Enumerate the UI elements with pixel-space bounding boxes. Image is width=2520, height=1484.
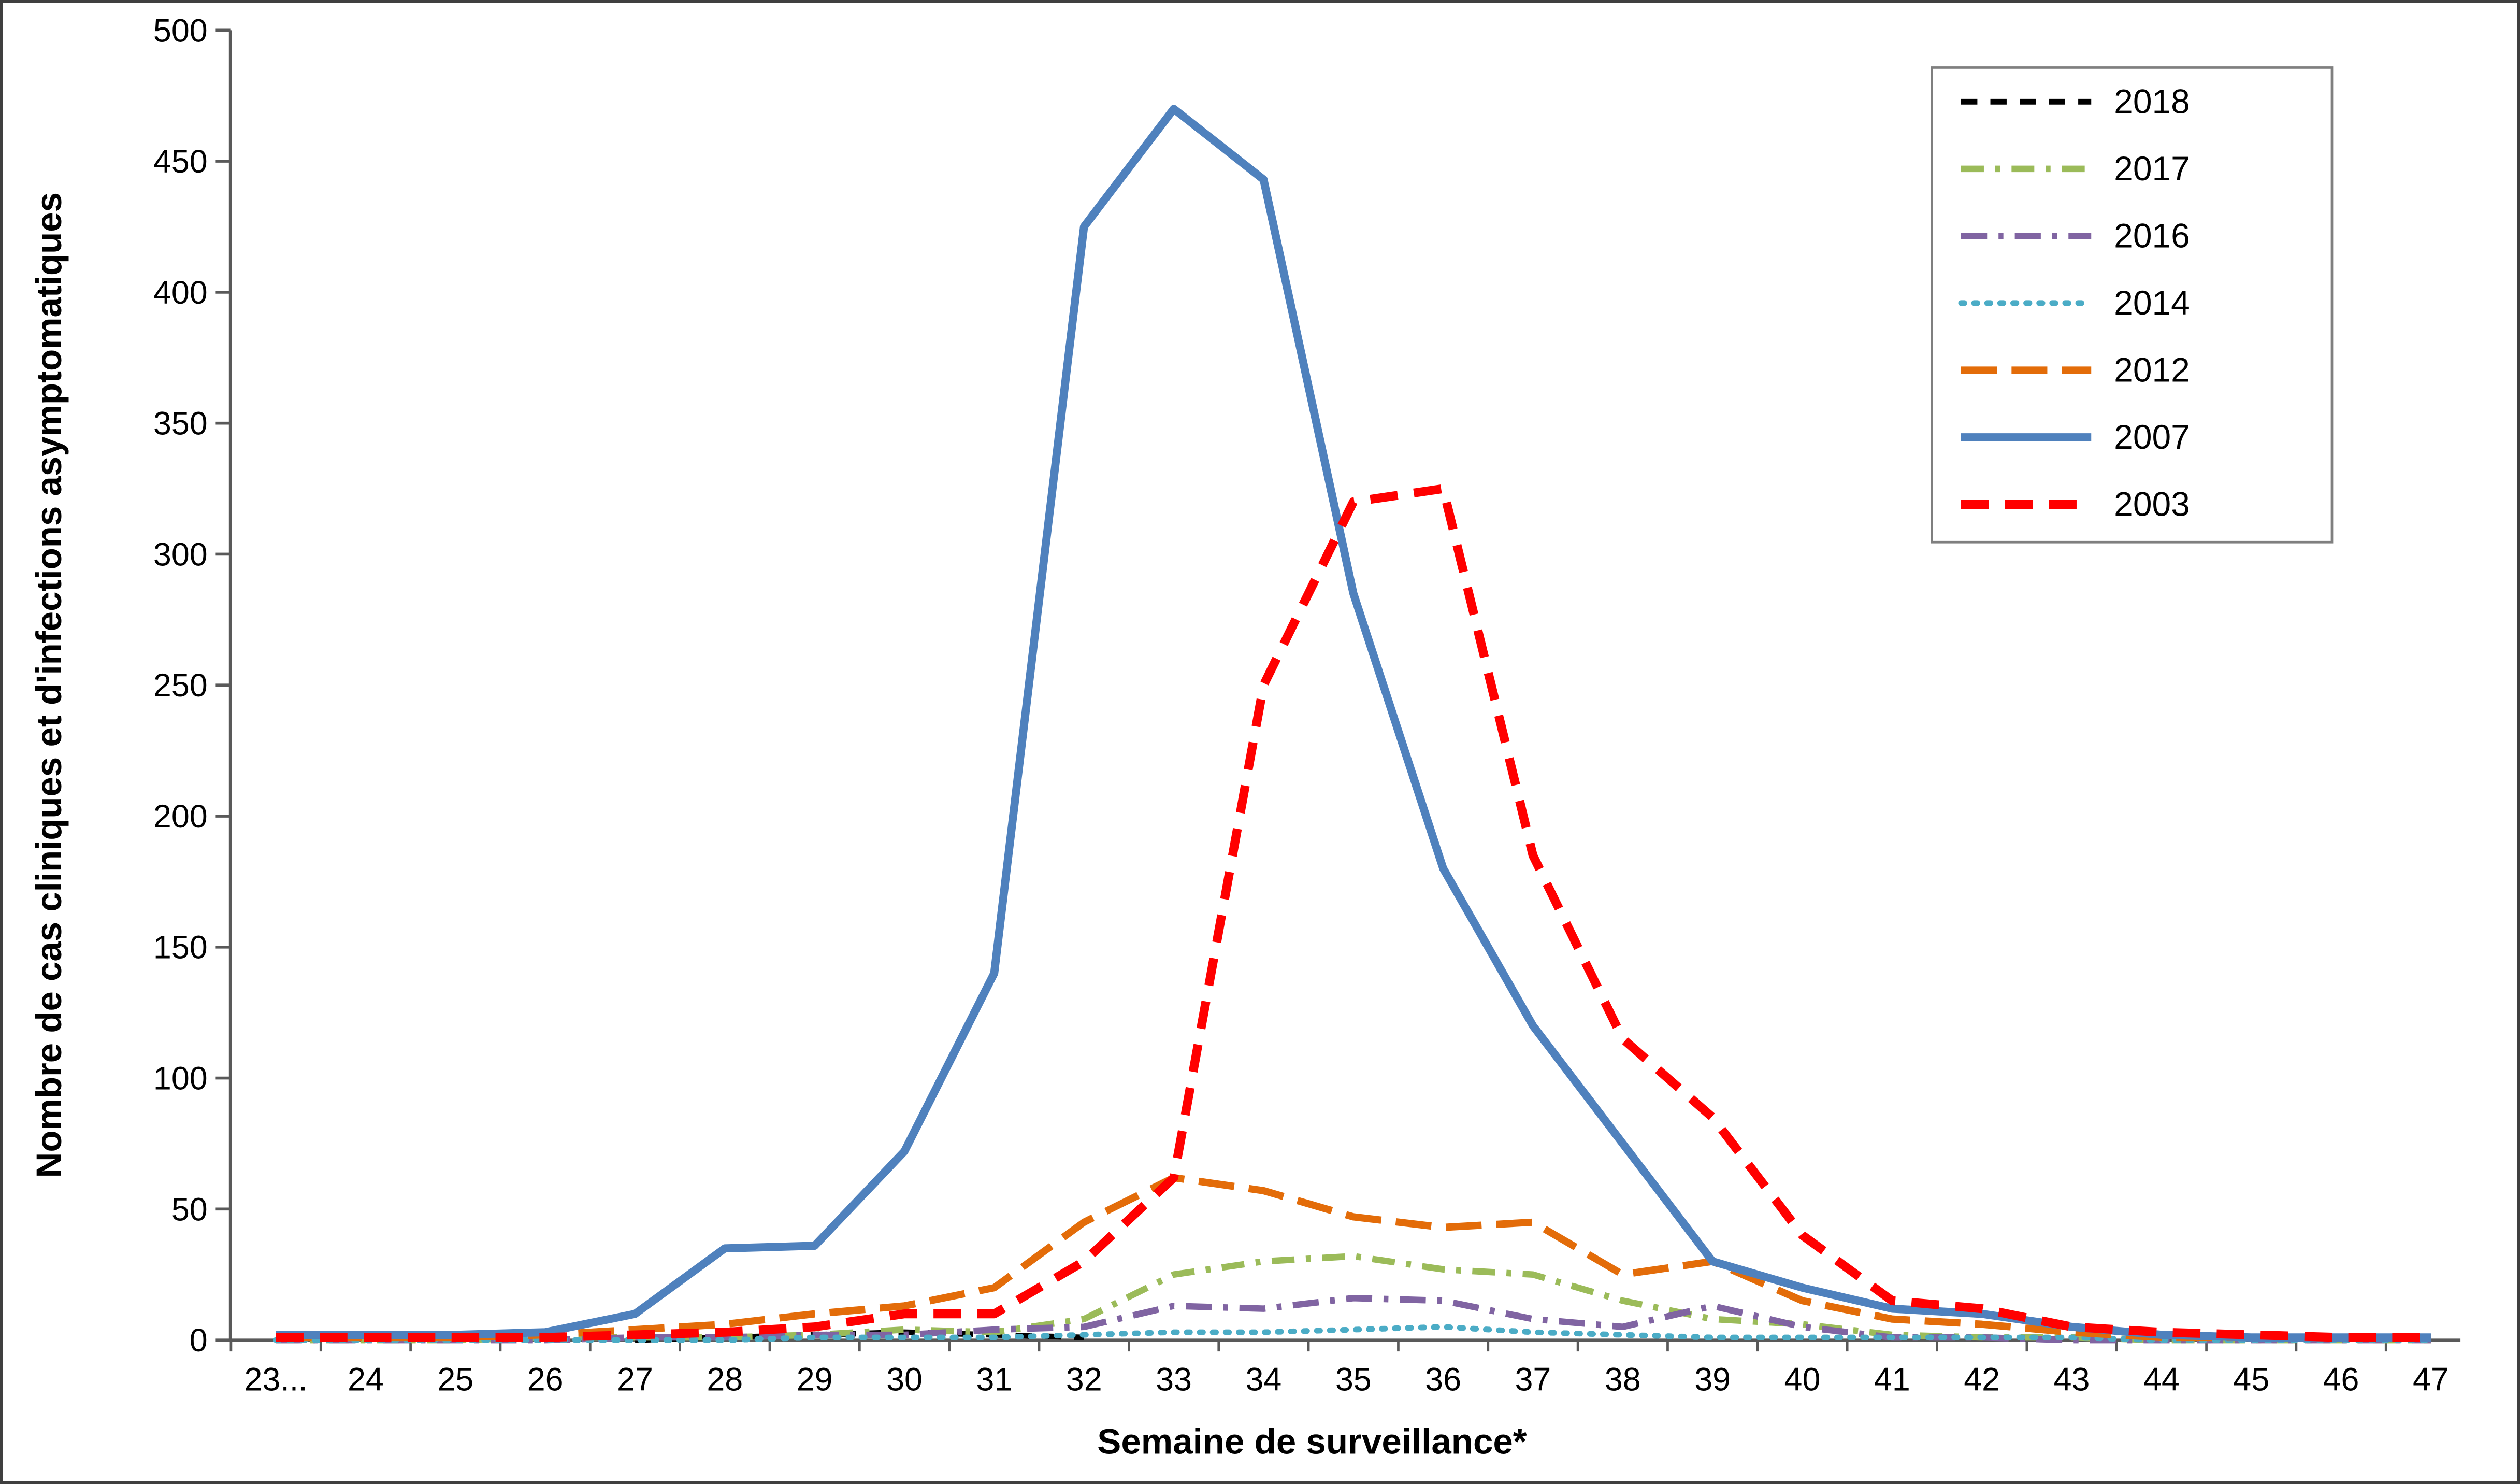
x-tick-label: 33: [1156, 1361, 1192, 1397]
x-tick-label: 38: [1605, 1361, 1641, 1397]
y-tick-label: 450: [153, 144, 208, 180]
x-tick-label: 44: [2143, 1361, 2180, 1397]
legend-label-2007: 2007: [2114, 418, 2190, 456]
y-tick-label: 300: [153, 536, 208, 573]
y-tick-label: 400: [153, 275, 208, 311]
x-tick-label: 23...: [244, 1361, 307, 1397]
y-tick-label: 100: [153, 1061, 208, 1097]
x-tick-label: 26: [527, 1361, 564, 1397]
x-tick-label: 35: [1335, 1361, 1372, 1397]
y-tick-label: 50: [171, 1191, 208, 1228]
x-tick-label: 43: [2054, 1361, 2090, 1397]
legend-label-2018: 2018: [2114, 82, 2190, 120]
series-line-2007: [276, 105, 2431, 1342]
x-tick-label: 42: [1964, 1361, 2000, 1397]
legend-label-2003: 2003: [2114, 484, 2190, 523]
series-lines: [273, 105, 2434, 1344]
x-tick-label: 32: [1066, 1361, 1102, 1397]
x-tick-label: 36: [1425, 1361, 1461, 1397]
series-line-2014: [273, 1324, 2434, 1343]
legend-label-2014: 2014: [2114, 283, 2190, 322]
x-tick-label: 37: [1515, 1361, 1551, 1397]
legend-label-2016: 2016: [2114, 216, 2190, 254]
y-tick-label: 150: [153, 930, 208, 966]
series-line-2016: [276, 1294, 2431, 1344]
x-tick-label: 34: [1245, 1361, 1281, 1397]
y-tick-label: 0: [190, 1322, 208, 1359]
x-axis-title: Semaine de surveillance*: [1097, 1421, 1527, 1462]
x-tick-label: 40: [1784, 1361, 1821, 1397]
x-tick-label: 30: [886, 1361, 923, 1397]
legend-label-2017: 2017: [2114, 149, 2190, 188]
x-tick-label: 25: [437, 1361, 473, 1397]
x-tick-label: 27: [617, 1361, 653, 1397]
x-tick-label: 46: [2323, 1361, 2359, 1397]
chart-svg: 0 50 100 150 200 250 300 350 400 450 500 23... 24 25 2…: [28, 12, 2461, 1462]
y-tick-label: 200: [153, 798, 208, 835]
series-line-2003: [276, 484, 2431, 1342]
x-tick-label: 47: [2413, 1361, 2449, 1397]
y-axis-title: Nombre de cas cliniques et d'infections …: [28, 192, 69, 1178]
legend: 2018 2017 2016 2014 2012 2007 2003: [1931, 66, 2334, 544]
x-tick-label: 31: [976, 1361, 1012, 1397]
x-tick-label: 24: [348, 1361, 384, 1397]
series-line-2012: [276, 1174, 2431, 1342]
x-tick-label: 41: [1874, 1361, 1910, 1397]
x-tick-label: 45: [2233, 1361, 2269, 1397]
legend-label-2012: 2012: [2114, 350, 2190, 389]
y-tick-label: 350: [153, 406, 208, 442]
y-tick-label: 500: [153, 12, 208, 49]
x-tick-label: 39: [1694, 1361, 1731, 1397]
x-tick-label: 28: [707, 1361, 743, 1397]
x-tick-label: 29: [797, 1361, 833, 1397]
axes: 0 50 100 150 200 250 300 350 400 450 500 23... 24 25 2…: [153, 12, 2461, 1397]
y-tick-label: 250: [153, 667, 208, 704]
